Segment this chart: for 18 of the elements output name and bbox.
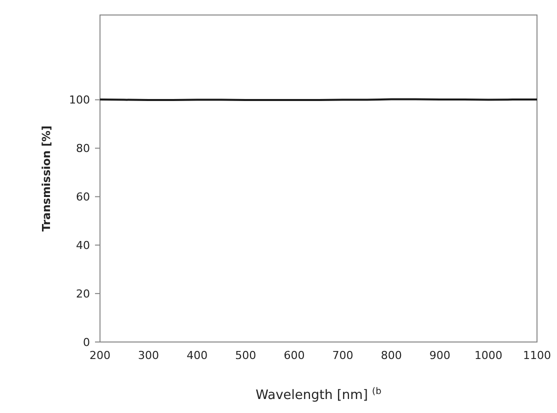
x-tick-label: 1100 xyxy=(523,349,551,362)
x-tick-label: 700 xyxy=(332,349,354,362)
x-tick-label: 800 xyxy=(380,349,402,362)
x-tick-label: 900 xyxy=(429,349,450,362)
x-tick-label: 600 xyxy=(284,349,305,362)
y-tick-label: 0 xyxy=(83,336,90,349)
x-tick-label: 200 xyxy=(90,349,110,362)
x-tick-label: 300 xyxy=(138,349,160,362)
y-axis-title: Transmission [%] xyxy=(40,126,53,232)
y-tick-label: 20 xyxy=(76,287,90,300)
y-tick-label: 60 xyxy=(76,190,90,204)
x-tick-label: 500 xyxy=(235,349,256,362)
y-tick-label: 80 xyxy=(76,142,90,156)
y-tick-label: 100 xyxy=(69,94,90,107)
y-tick-label: 40 xyxy=(76,238,90,252)
x-tick-label: 400 xyxy=(186,349,208,362)
x-axis-title: Wavelength [nm] $^{(b}$ xyxy=(256,387,382,403)
x-tick-label: 1000 xyxy=(474,349,502,362)
